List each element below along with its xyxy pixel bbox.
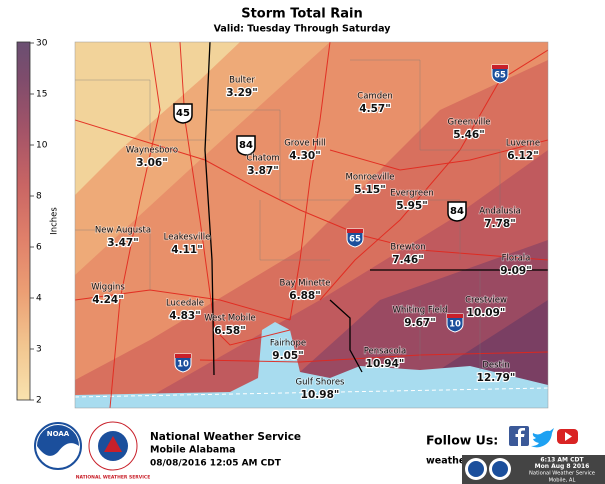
stamp-line: National Weather Service (529, 471, 595, 477)
place-name: Waynesboro (126, 146, 178, 156)
map (75, 42, 548, 408)
us-shield (173, 103, 193, 124)
stamp-line: 6:13 AM CDT (540, 457, 584, 464)
place-name: Crestview (465, 296, 507, 306)
place-name: Bulter (229, 76, 255, 86)
location: Mobile Alabama (150, 445, 236, 456)
place-name: Chatom (246, 154, 279, 164)
interstate-shield (491, 64, 509, 84)
interstate-top (492, 65, 508, 69)
rain-amount: 9.09" (500, 265, 531, 277)
subtitle: Valid: Tuesday Through Saturday (214, 24, 392, 35)
place-name: Whiting Field (393, 306, 448, 316)
rain-amount: 5.15" (354, 184, 385, 196)
legend-tick-label: 15 (36, 90, 47, 100)
noaa-logo: NOAA (34, 422, 82, 470)
place-name: Bay Minette (280, 279, 331, 289)
rain-amount: 3.06" (136, 157, 167, 169)
place-name: Luverne (506, 139, 540, 149)
issued: 08/08/2016 12:05 AM CDT (150, 459, 282, 469)
place-name: Andalusia (479, 207, 521, 217)
us-shield (236, 135, 256, 156)
rain-amount: 6.58" (214, 325, 245, 337)
interstate-shield (446, 313, 464, 333)
office: National Weather Service (150, 431, 301, 443)
interstate-top (347, 229, 363, 233)
place-name: Camden (357, 92, 392, 102)
rain-amount: 3.29" (226, 87, 257, 99)
place-name: Monroeville (345, 173, 394, 183)
highway-number: 45 (176, 108, 190, 119)
rain-amount: 4.11" (171, 244, 202, 256)
place-name: Wiggins (91, 283, 125, 293)
place-name: New Augusta (95, 226, 151, 236)
rain-amount: 3.87" (247, 165, 278, 177)
legend-tick-label: 6 (36, 243, 42, 253)
place-name: Gulf Shores (296, 378, 346, 388)
place-name: West Mobile (204, 314, 255, 324)
place-name: Greenville (447, 118, 490, 128)
twitter-icon[interactable] (531, 428, 554, 448)
rain-amount: 5.95" (396, 200, 427, 212)
rain-amount: 6.88" (289, 290, 320, 302)
place-name: Grove Hill (284, 139, 326, 149)
place-name: Leakesville (164, 233, 211, 243)
rain-amount: 10.94" (366, 358, 405, 370)
legend-tick-label: 10 (36, 141, 48, 151)
place-name: Lucedale (166, 299, 204, 309)
legend-tick-label: 4 (36, 294, 42, 304)
stamp-line: Mobile, AL (549, 477, 576, 483)
color-bar (16, 41, 31, 401)
rain-amount: 10.09" (467, 307, 506, 319)
rain-amount: 9.67" (404, 317, 435, 329)
rain-amount: 4.83" (169, 310, 200, 322)
rain-amount: 12.79" (477, 372, 516, 384)
rain-amount: 4.30" (289, 150, 320, 162)
us-shield (447, 201, 467, 222)
highway-number: 84 (450, 206, 464, 217)
rain-amount: 5.46" (453, 129, 484, 141)
legend-label: Inches (50, 207, 60, 235)
rain-amount: 9.05" (272, 350, 303, 362)
nws-logo: NATIONAL WEATHER SERVICE (76, 421, 151, 481)
place-name: Fairhope (270, 339, 306, 349)
rain-amount: 10.98" (301, 389, 340, 401)
highway-number: 65 (349, 235, 361, 245)
legend-tick-label: 2 (36, 396, 42, 406)
highway-number: 84 (239, 140, 253, 151)
nws-ring-text: NATIONAL WEATHER SERVICE (76, 475, 151, 481)
noaa-text: NOAA (47, 430, 70, 438)
place-name: Pensacola (364, 347, 407, 357)
rain-amount: 7.46" (392, 254, 423, 266)
legend-tick-label: 8 (36, 192, 42, 202)
interstate-top (175, 354, 191, 358)
rain-amount: 4.24" (92, 294, 123, 306)
place-name: Destin (482, 361, 509, 371)
interstate-shield (346, 228, 364, 248)
follow-us: Follow Us: (426, 433, 498, 448)
highway-number: 65 (494, 71, 506, 81)
interstate-shield (174, 353, 192, 373)
place-name: Florala (502, 254, 531, 264)
rain-amount: 3.47" (107, 237, 138, 249)
highway-number: 10 (449, 320, 461, 330)
place-name: Brewton (390, 243, 425, 253)
rain-amount: 6.12" (507, 150, 538, 162)
rain-amount: 4.57" (359, 103, 390, 115)
interstate-top (447, 314, 463, 318)
rain-amount: 7.78" (484, 218, 515, 230)
stamp-line: Mon Aug 8 2016 (535, 463, 590, 470)
place-name: Evergreen (390, 189, 434, 199)
legend-tick-label: 3 (36, 345, 42, 355)
highway-number: 10 (177, 360, 189, 370)
legend-tick-label: 30 (36, 39, 48, 49)
title: Storm Total Rain (241, 7, 363, 22)
